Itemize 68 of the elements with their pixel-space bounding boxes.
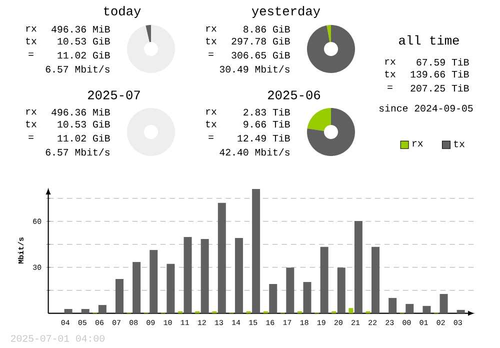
bar (150, 250, 158, 314)
text: 11.02 GiB (58, 51, 110, 59)
text: 496.36 MiB (52, 25, 110, 33)
bar (64, 309, 72, 314)
text: tx (206, 38, 216, 44)
bar (337, 268, 346, 314)
text: rx (26, 109, 36, 115)
text: 67.59 TiB (416, 58, 469, 66)
bar (234, 238, 243, 314)
text: 11.02 GiB (58, 134, 110, 142)
bar (303, 282, 312, 314)
bar (456, 310, 465, 314)
text: 496.36 MiB (52, 108, 110, 116)
bar (218, 202, 226, 314)
bar (81, 309, 90, 314)
text: rx (26, 26, 36, 32)
text: 306.65 GiB (232, 51, 290, 59)
text: 2025-07-01 04:00 (11, 335, 104, 342)
chart-title: yesterday (252, 6, 320, 18)
text: 10.53 GiB (58, 120, 110, 128)
chart-title: 2025-06 (268, 90, 320, 100)
chart-title: 2025-07 (88, 90, 140, 100)
text: 30.49 Mbit/s (220, 65, 290, 73)
text: = (208, 136, 214, 139)
text: tx (26, 120, 36, 128)
text: rx (206, 109, 216, 115)
bar (269, 284, 278, 314)
text: 6.57 Mbit/s (46, 148, 110, 156)
legend-label: rx (412, 141, 423, 147)
bar (406, 304, 414, 314)
bar (372, 246, 380, 314)
bar (422, 306, 431, 314)
text: = (208, 52, 214, 56)
bar (286, 268, 294, 314)
text: 139.66 TiB (410, 70, 469, 78)
text: since 2024-09-05 (379, 104, 473, 112)
text: rx (385, 59, 396, 65)
text: = (28, 52, 34, 56)
text: tx (385, 70, 396, 78)
bar (320, 246, 328, 314)
bar (388, 298, 397, 314)
text: 297.78 GiB (232, 37, 290, 45)
text: 42.40 Mbit/s (220, 148, 290, 156)
text: 207.25 TiB (410, 84, 469, 92)
text: = (28, 136, 34, 139)
bar (184, 236, 192, 314)
text: 8.86 GiB (244, 25, 290, 33)
bar (354, 221, 362, 314)
text: all time (399, 35, 459, 45)
text: 2.83 TiB (244, 108, 290, 116)
bar (166, 264, 175, 314)
text: 9.66 TiB (244, 120, 290, 128)
bar (116, 278, 124, 314)
text: rx (206, 26, 216, 32)
bar (252, 188, 260, 314)
chart-title: today (104, 6, 141, 18)
bar (348, 308, 354, 314)
bar (98, 305, 106, 314)
text: 6.57 Mbit/s (46, 65, 110, 73)
text: 12.49 TiB (238, 134, 290, 142)
text: 10.53 GiB (58, 37, 110, 45)
text: tx (206, 120, 216, 128)
bar (200, 238, 209, 314)
bar (440, 294, 448, 314)
text: tx (26, 38, 36, 44)
bar (132, 262, 141, 314)
legend-label: tx (454, 140, 465, 148)
text: = (388, 86, 392, 89)
